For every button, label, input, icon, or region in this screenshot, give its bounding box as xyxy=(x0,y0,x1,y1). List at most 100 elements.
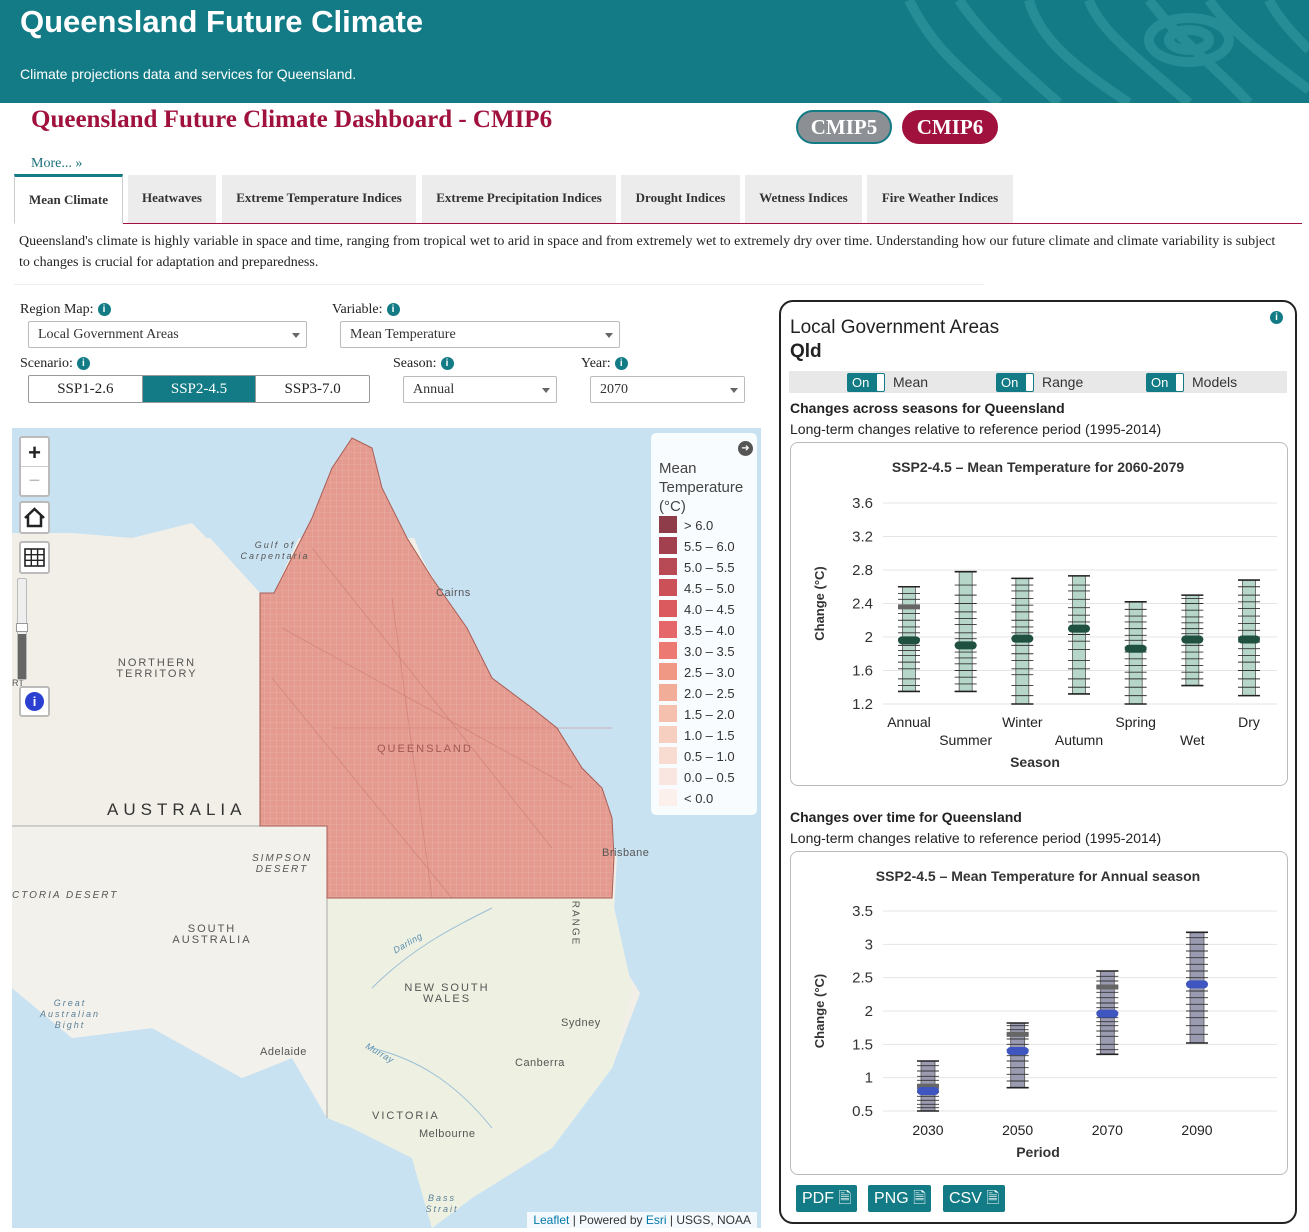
y-tick-label: 1.6 xyxy=(852,663,873,680)
y-tick-label: 2 xyxy=(865,629,873,646)
legend-label: 4.0 – 4.5 xyxy=(684,602,735,617)
info-icon[interactable]: i xyxy=(97,303,111,316)
cmip6-button[interactable]: CMIP6 xyxy=(902,110,998,144)
cmip5-button[interactable]: CMIP5 xyxy=(796,110,892,144)
seasons-section-title: Changes across seasons for Queensland xyxy=(790,400,1065,416)
home-button[interactable] xyxy=(19,501,50,534)
legend-label: 5.5 – 6.0 xyxy=(684,539,735,554)
chevron-down-icon xyxy=(292,333,300,338)
chevron-down-icon xyxy=(730,388,738,393)
map-view[interactable]: Gulf of Carpentaria Cairns NORTHERN TERR… xyxy=(12,428,761,1228)
toggle-bar: On Mean On Range On Models xyxy=(789,371,1287,393)
legend-swatch xyxy=(659,558,677,575)
site-title: Queensland Future Climate xyxy=(20,4,424,39)
mean-marker xyxy=(1181,635,1204,644)
tab-bar: Mean Climate Heatwaves Extreme Temperatu… xyxy=(14,174,1302,224)
median-mark xyxy=(917,1083,939,1089)
info-icon[interactable]: i xyxy=(614,357,628,370)
time-section-title: Changes over time for Queensland xyxy=(790,809,1022,825)
y-tick-label: 2.5 xyxy=(852,970,873,987)
map-label-gulf: Gulf of Carpentaria xyxy=(240,540,310,561)
chart-title: SSP2-4.5 – Mean Temperature for Annual s… xyxy=(876,868,1200,884)
opacity-slider-handle[interactable] xyxy=(16,623,28,632)
more-link[interactable]: More... » xyxy=(31,156,83,171)
map-label-victoria-desert: CTORIA DESERT xyxy=(12,890,119,901)
legend-label: 4.5 – 5.0 xyxy=(684,581,735,596)
toggle-models[interactable]: On Models xyxy=(1146,373,1237,392)
tab-drought[interactable]: Drought Indices xyxy=(621,175,740,223)
legend-label: 5.0 – 5.5 xyxy=(684,560,735,575)
legend-swatch xyxy=(659,663,677,680)
x-tick-label: 2050 xyxy=(1002,1122,1033,1138)
tab-extreme-temperature[interactable]: Extreme Temperature Indices xyxy=(222,175,416,223)
opacity-slider[interactable] xyxy=(16,578,28,680)
legend-swatch xyxy=(659,768,677,785)
x-axis-label: Period xyxy=(1016,1144,1060,1160)
map-label-sa: SOUTH AUSTRALIA xyxy=(172,923,252,946)
legend-swatch xyxy=(659,726,677,743)
mean-marker xyxy=(954,641,977,650)
legend-item: 2.0 – 2.5 xyxy=(659,684,735,703)
map-label-nt: NORTHERN TERRITORY xyxy=(116,657,198,680)
grid-button[interactable] xyxy=(19,541,50,574)
y-axis-label: Change (°C) xyxy=(812,566,827,641)
legend-label: 2.0 – 2.5 xyxy=(684,686,735,701)
map-attribution: Leaflet | Powered by Esri | USGS, NOAA xyxy=(527,1212,757,1228)
year-select[interactable]: 2070 xyxy=(590,376,745,403)
scenario-button-group: SSP1-2.6 SSP2-4.5 SSP3-7.0 xyxy=(28,375,370,403)
tab-fire-weather[interactable]: Fire Weather Indices xyxy=(867,175,1013,223)
zoom-control: + − xyxy=(19,436,50,497)
tab-mean-climate[interactable]: Mean Climate xyxy=(14,174,123,224)
export-csv-button[interactable]: CSV 🗎 xyxy=(943,1185,1005,1212)
legend-label: 1.0 – 1.5 xyxy=(684,728,735,743)
zoom-in-button[interactable]: + xyxy=(21,438,48,467)
legend-collapse-icon[interactable]: ➜ xyxy=(738,441,753,456)
legend-swatch xyxy=(659,705,677,722)
median-mark xyxy=(1096,984,1119,990)
toggle-range[interactable]: On Range xyxy=(996,373,1083,392)
site-subtitle: Climate projections data and services fo… xyxy=(20,66,357,82)
leaflet-link[interactable]: Leaflet xyxy=(533,1213,570,1227)
info-icon[interactable]: i xyxy=(1270,311,1283,324)
mean-marker xyxy=(1011,634,1034,643)
legend-label: < 0.0 xyxy=(684,791,714,806)
x-tick-label: 2070 xyxy=(1092,1122,1123,1138)
legend-item: 1.0 – 1.5 xyxy=(659,726,735,745)
scenario-ssp1-button[interactable]: SSP1-2.6 xyxy=(29,376,143,402)
legend-item: 5.0 – 5.5 xyxy=(659,558,735,577)
season-select[interactable]: Annual xyxy=(403,376,557,403)
tab-heatwaves[interactable]: Heatwaves xyxy=(128,175,216,223)
export-pdf-button[interactable]: PDF 🗎 xyxy=(796,1185,857,1212)
export-png-button[interactable]: PNG 🗎 xyxy=(868,1185,931,1212)
median-mark xyxy=(1006,1031,1029,1037)
zoom-out-button[interactable]: − xyxy=(28,470,41,492)
y-tick-label: 2.4 xyxy=(852,596,873,613)
legend-swatch xyxy=(659,747,677,764)
scenario-ssp2-button[interactable]: SSP2-4.5 xyxy=(142,376,257,402)
legend-item: < 0.0 xyxy=(659,789,713,808)
seasons-chart: SSP2-4.5 – Mean Temperature for 2060-207… xyxy=(790,442,1288,786)
info-icon[interactable]: i xyxy=(76,357,90,370)
tab-wetness[interactable]: Wetness Indices xyxy=(745,175,862,223)
legend-label: 3.0 – 3.5 xyxy=(684,644,735,659)
map-info-button[interactable]: i xyxy=(19,686,50,717)
legend-item: 1.5 – 2.0 xyxy=(659,705,735,724)
info-icon[interactable]: i xyxy=(440,357,454,370)
variable-select[interactable]: Mean Temperature xyxy=(340,321,620,348)
y-tick-label: 1.2 xyxy=(852,696,873,713)
esri-link[interactable]: Esri xyxy=(645,1213,667,1227)
map-label-nsw: NEW SOUTH WALES xyxy=(404,982,490,1005)
info-icon[interactable]: i xyxy=(386,303,400,316)
tab-extreme-precipitation[interactable]: Extreme Precipitation Indices xyxy=(422,175,616,223)
legend-label: > 6.0 xyxy=(684,518,714,533)
region-map-select[interactable]: Local Government Areas xyxy=(28,321,307,348)
legend-swatch xyxy=(659,621,677,638)
x-axis-label: Season xyxy=(1010,754,1060,770)
scenario-ssp3-button[interactable]: SSP3-7.0 xyxy=(284,381,341,397)
legend-label: 0.0 – 0.5 xyxy=(684,770,735,785)
toggle-mean[interactable]: On Mean xyxy=(847,373,928,392)
map-label-cairns: Cairns xyxy=(436,587,471,599)
seasons-chart-svg: SSP2-4.5 – Mean Temperature for 2060-207… xyxy=(812,459,1277,770)
x-tick-label: 2030 xyxy=(912,1122,943,1138)
file-icon: 🗎 xyxy=(913,1190,926,1207)
